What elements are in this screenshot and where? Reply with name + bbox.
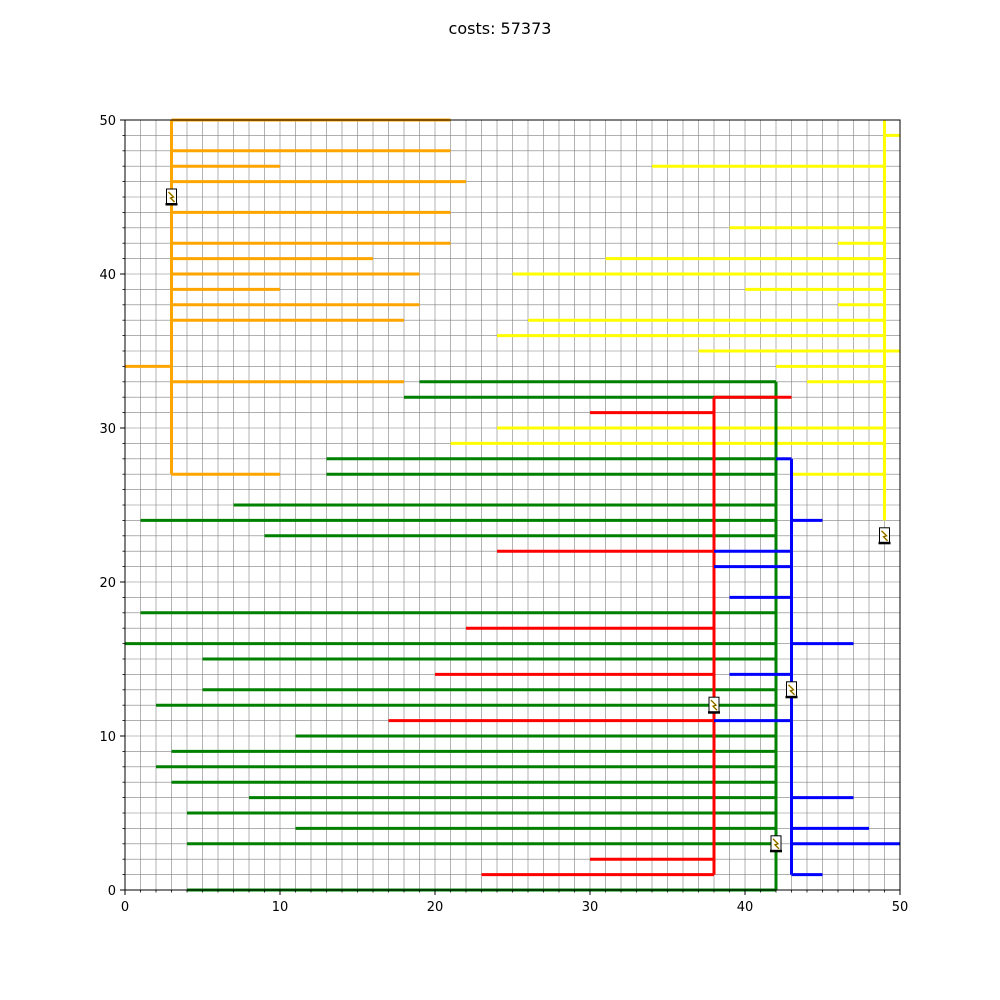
x-tick-label: 40 — [737, 900, 754, 915]
series-1 — [450, 120, 900, 521]
power-plug-icon — [165, 188, 178, 206]
power-plug-icon — [785, 681, 798, 699]
source-icons — [165, 188, 891, 853]
series-2 — [125, 380, 778, 892]
y-tick-label: 30 — [99, 422, 116, 437]
x-tick-label: 0 — [121, 900, 129, 915]
y-tick-label: 0 — [108, 884, 116, 899]
y-tick-label: 40 — [99, 268, 116, 283]
series-4 — [714, 457, 900, 877]
series-3 — [388, 395, 792, 877]
series-group — [125, 118, 900, 892]
axes: 0 10 20 30 40 50 0 10 20 30 40 50 — [99, 114, 908, 915]
chart-title: costs: 57373 — [449, 19, 552, 38]
y-tick-label: 50 — [99, 114, 116, 129]
power-plug-icon — [770, 835, 782, 853]
series-0 — [125, 118, 466, 476]
x-tick-label: 30 — [582, 900, 599, 915]
power-plug-icon — [708, 696, 720, 714]
y-tick-label: 20 — [99, 576, 116, 591]
power-plug-icon — [878, 527, 891, 545]
x-tick-label: 20 — [427, 900, 444, 915]
x-tick-label: 50 — [892, 900, 909, 915]
x-tick-label: 10 — [272, 900, 289, 915]
y-tick-label: 10 — [99, 730, 116, 745]
